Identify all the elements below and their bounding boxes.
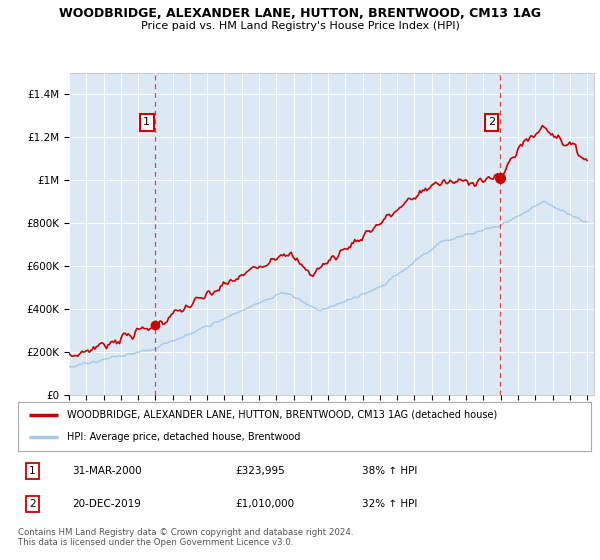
Text: 1: 1: [29, 466, 35, 476]
Text: 2: 2: [29, 499, 35, 509]
Text: 2: 2: [488, 117, 495, 127]
Text: 32% ↑ HPI: 32% ↑ HPI: [362, 499, 417, 509]
Text: WOODBRIDGE, ALEXANDER LANE, HUTTON, BRENTWOOD, CM13 1AG: WOODBRIDGE, ALEXANDER LANE, HUTTON, BREN…: [59, 7, 541, 20]
Text: 20-DEC-2019: 20-DEC-2019: [73, 499, 142, 509]
Text: 31-MAR-2000: 31-MAR-2000: [73, 466, 142, 476]
Text: 38% ↑ HPI: 38% ↑ HPI: [362, 466, 417, 476]
Text: £1,010,000: £1,010,000: [236, 499, 295, 509]
Text: WOODBRIDGE, ALEXANDER LANE, HUTTON, BRENTWOOD, CM13 1AG (detached house): WOODBRIDGE, ALEXANDER LANE, HUTTON, BREN…: [67, 410, 497, 420]
Text: Contains HM Land Registry data © Crown copyright and database right 2024.
This d: Contains HM Land Registry data © Crown c…: [18, 528, 353, 547]
Text: HPI: Average price, detached house, Brentwood: HPI: Average price, detached house, Bren…: [67, 432, 300, 442]
Text: £323,995: £323,995: [236, 466, 286, 476]
Text: 1: 1: [143, 117, 150, 127]
Text: Price paid vs. HM Land Registry's House Price Index (HPI): Price paid vs. HM Land Registry's House …: [140, 21, 460, 31]
